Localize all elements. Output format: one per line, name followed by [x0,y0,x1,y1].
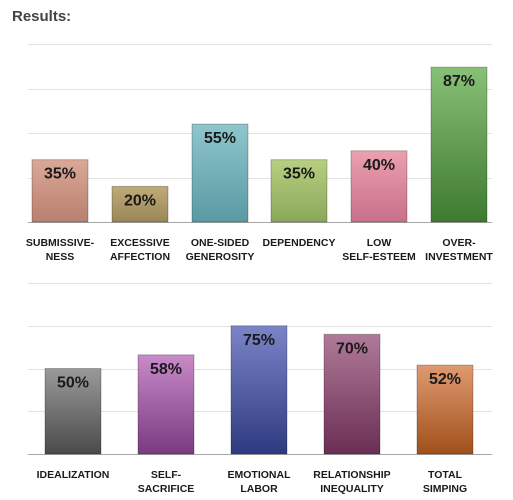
category-label-submissive-ness-line-1: SUBMISSIVE- [26,237,95,249]
category-label-self-sacrifice-line-2: SACRIFICE [138,483,195,495]
data-label-excessive-affection: 20% [124,192,156,209]
category-label-excessive-affection-line-1: EXCESSIVE [110,237,170,249]
category-label-low-self-esteem-line-2: SELF-ESTEEM [342,251,416,263]
category-label-dependency: DEPENDENCY [263,237,336,249]
chart-top: 35% SUBMISSIVE- NESS 20% EXCESSIVE AFFECTION 5… [26,44,493,263]
bar-excessive-affection [111,185,169,223]
bar-total-simping [416,364,474,455]
category-label-relationship-inequality-line-2: INEQUALITY [320,483,384,495]
bar-idealization [44,368,102,455]
category-label-idealization: IDEALIZATION [37,469,110,481]
category-label-over-investment-line-1: OVER- [442,237,476,249]
data-label-low-self-esteem: 40% [363,157,395,174]
data-label-idealization: 50% [57,375,89,392]
category-label-submissive-ness-line-2: NESS [46,251,75,263]
chart-bottom: 50% IDEALIZATION 58% SELF- SACRIFICE 75% EMOTI… [28,283,492,495]
data-label-relationship-inequality: 70% [336,340,368,357]
data-label-emotional-labor: 75% [243,332,275,349]
category-label-self-sacrifice-line-1: SELF- [151,469,182,481]
results-heading: Results: [12,8,72,25]
data-label-submissive-ness: 35% [44,166,76,183]
bar-submissive-ness [31,159,89,223]
category-label-over-investment-line-2: INVESTMENT [425,251,493,263]
category-label-excessive-affection-line-2: AFFECTION [110,251,170,263]
bar-low-self-esteem [350,150,408,223]
data-label-self-sacrifice: 58% [150,361,182,378]
category-label-one-sided-generosity-line-2: GENEROSITY [186,251,255,263]
bar-over-investment [430,66,488,223]
bar-self-sacrifice [137,354,195,455]
category-label-emotional-labor-line-1: EMOTIONAL [228,469,292,481]
category-label-total-simping-line-2: SIMPING [423,483,467,495]
category-label-emotional-labor-line-2: LABOR [240,483,278,495]
bar-relationship-inequality [323,333,381,455]
category-label-one-sided-generosity-line-1: ONE-SIDED [191,237,250,249]
bar-one-sided-generosity [191,123,249,223]
data-label-over-investment: 87% [443,73,475,90]
data-label-dependency: 35% [283,166,315,183]
category-label-relationship-inequality-line-1: RELATIONSHIP [313,469,390,481]
bar-emotional-labor [230,325,288,455]
category-label-total-simping-line-1: TOTAL [428,469,463,481]
category-label-low-self-esteem-line-1: LOW [367,237,392,249]
data-label-one-sided-generosity: 55% [204,130,236,147]
data-label-total-simping: 52% [429,371,461,388]
bar-dependency [270,159,328,223]
